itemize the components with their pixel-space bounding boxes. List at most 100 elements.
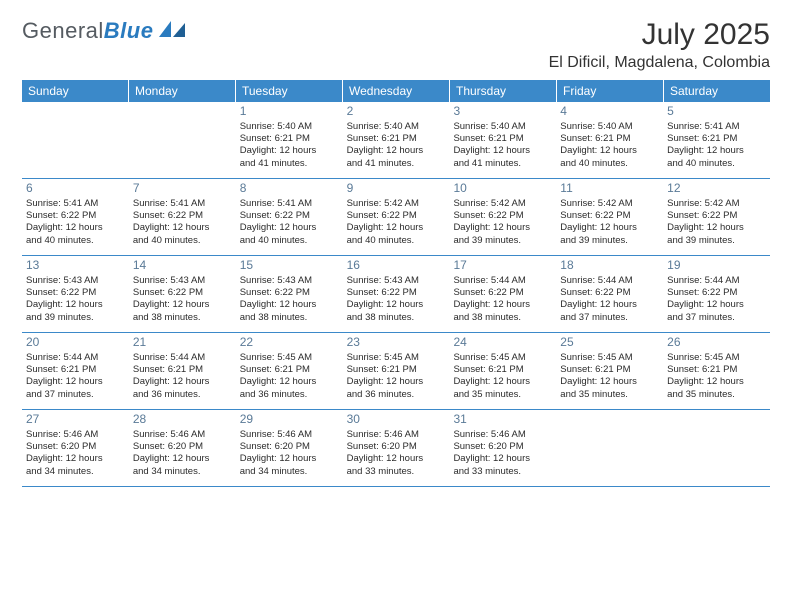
day-detail-line: and 40 minutes. <box>560 158 659 170</box>
day-detail-line: Daylight: 12 hours <box>667 145 766 157</box>
day-detail-line: Sunset: 6:21 PM <box>453 133 552 145</box>
day-detail-line: Daylight: 12 hours <box>347 453 446 465</box>
day-detail-line: and 36 minutes. <box>240 389 339 401</box>
day-detail-line: Daylight: 12 hours <box>347 299 446 311</box>
day-number: 25 <box>560 335 659 351</box>
weeks-container: 1Sunrise: 5:40 AMSunset: 6:21 PMDaylight… <box>22 102 770 487</box>
day-details: Sunrise: 5:44 AMSunset: 6:22 PMDaylight:… <box>453 275 552 324</box>
day-detail-line: and 38 minutes. <box>453 312 552 324</box>
day-detail-line: and 35 minutes. <box>667 389 766 401</box>
day-cell: 29Sunrise: 5:46 AMSunset: 6:20 PMDayligh… <box>236 410 343 486</box>
day-detail-line: Sunset: 6:21 PM <box>667 133 766 145</box>
day-detail-line: Sunset: 6:21 PM <box>667 364 766 376</box>
day-detail-line: Sunrise: 5:41 AM <box>133 198 232 210</box>
weekday-header-row: SundayMondayTuesdayWednesdayThursdayFrid… <box>22 80 770 102</box>
day-detail-line: Daylight: 12 hours <box>453 222 552 234</box>
day-detail-line: Daylight: 12 hours <box>240 222 339 234</box>
day-detail-line: and 34 minutes. <box>26 466 125 478</box>
day-cell <box>663 410 770 486</box>
day-detail-line: Sunset: 6:22 PM <box>240 210 339 222</box>
day-cell: 1Sunrise: 5:40 AMSunset: 6:21 PMDaylight… <box>236 102 343 178</box>
day-detail-line: Sunrise: 5:44 AM <box>667 275 766 287</box>
day-detail-line: and 34 minutes. <box>240 466 339 478</box>
day-detail-line: and 39 minutes. <box>453 235 552 247</box>
day-number: 31 <box>453 412 552 428</box>
day-detail-line: Sunset: 6:22 PM <box>347 287 446 299</box>
day-detail-line: Daylight: 12 hours <box>240 299 339 311</box>
day-detail-line: Sunrise: 5:43 AM <box>347 275 446 287</box>
day-detail-line: and 40 minutes. <box>347 235 446 247</box>
week-row: 1Sunrise: 5:40 AMSunset: 6:21 PMDaylight… <box>22 102 770 179</box>
day-detail-line: Sunset: 6:20 PM <box>240 441 339 453</box>
header: GeneralBlue July 2025 El Dificil, Magdal… <box>22 18 770 72</box>
day-cell: 12Sunrise: 5:42 AMSunset: 6:22 PMDayligh… <box>663 179 770 255</box>
day-details: Sunrise: 5:40 AMSunset: 6:21 PMDaylight:… <box>240 121 339 170</box>
day-details: Sunrise: 5:45 AMSunset: 6:21 PMDaylight:… <box>453 352 552 401</box>
day-number: 2 <box>347 104 446 120</box>
day-cell: 10Sunrise: 5:42 AMSunset: 6:22 PMDayligh… <box>449 179 556 255</box>
day-detail-line: Sunrise: 5:46 AM <box>26 429 125 441</box>
day-detail-line: Sunset: 6:21 PM <box>240 133 339 145</box>
day-cell: 15Sunrise: 5:43 AMSunset: 6:22 PMDayligh… <box>236 256 343 332</box>
day-detail-line: Sunrise: 5:46 AM <box>133 429 232 441</box>
weekday-header: Saturday <box>664 80 770 102</box>
day-cell: 21Sunrise: 5:44 AMSunset: 6:21 PMDayligh… <box>129 333 236 409</box>
day-number: 7 <box>133 181 232 197</box>
day-details: Sunrise: 5:44 AMSunset: 6:21 PMDaylight:… <box>26 352 125 401</box>
day-detail-line: Daylight: 12 hours <box>560 376 659 388</box>
day-cell: 18Sunrise: 5:44 AMSunset: 6:22 PMDayligh… <box>556 256 663 332</box>
day-detail-line: Sunset: 6:20 PM <box>26 441 125 453</box>
day-detail-line: Sunrise: 5:45 AM <box>347 352 446 364</box>
location-text: El Dificil, Magdalena, Colombia <box>549 54 770 72</box>
day-detail-line: Sunset: 6:21 PM <box>347 133 446 145</box>
day-cell <box>22 102 129 178</box>
day-detail-line: Sunrise: 5:44 AM <box>26 352 125 364</box>
day-number: 6 <box>26 181 125 197</box>
day-detail-line: Sunrise: 5:45 AM <box>560 352 659 364</box>
day-detail-line: Daylight: 12 hours <box>667 376 766 388</box>
day-number: 24 <box>453 335 552 351</box>
day-detail-line: Sunset: 6:21 PM <box>26 364 125 376</box>
day-detail-line: Sunset: 6:22 PM <box>667 287 766 299</box>
day-detail-line: Daylight: 12 hours <box>240 145 339 157</box>
weekday-header: Monday <box>129 80 236 102</box>
day-cell: 25Sunrise: 5:45 AMSunset: 6:21 PMDayligh… <box>556 333 663 409</box>
day-detail-line: Sunrise: 5:43 AM <box>240 275 339 287</box>
sail-icon <box>159 19 187 44</box>
day-detail-line: Daylight: 12 hours <box>347 376 446 388</box>
day-number: 3 <box>453 104 552 120</box>
weekday-header: Sunday <box>22 80 129 102</box>
day-detail-line: Daylight: 12 hours <box>453 453 552 465</box>
day-detail-line: and 34 minutes. <box>133 466 232 478</box>
day-number: 15 <box>240 258 339 274</box>
day-cell: 11Sunrise: 5:42 AMSunset: 6:22 PMDayligh… <box>556 179 663 255</box>
logo-part2: Blue <box>104 18 154 43</box>
day-detail-line: and 40 minutes. <box>26 235 125 247</box>
day-number: 18 <box>560 258 659 274</box>
day-detail-line: Daylight: 12 hours <box>26 299 125 311</box>
day-number: 11 <box>560 181 659 197</box>
day-detail-line: Sunrise: 5:42 AM <box>453 198 552 210</box>
day-cell: 24Sunrise: 5:45 AMSunset: 6:21 PMDayligh… <box>449 333 556 409</box>
day-cell: 5Sunrise: 5:41 AMSunset: 6:21 PMDaylight… <box>663 102 770 178</box>
day-number: 8 <box>240 181 339 197</box>
day-details: Sunrise: 5:42 AMSunset: 6:22 PMDaylight:… <box>347 198 446 247</box>
day-number: 20 <box>26 335 125 351</box>
day-number: 26 <box>667 335 766 351</box>
day-detail-line: Sunrise: 5:44 AM <box>453 275 552 287</box>
day-details: Sunrise: 5:43 AMSunset: 6:22 PMDaylight:… <box>347 275 446 324</box>
day-detail-line: Daylight: 12 hours <box>560 222 659 234</box>
day-detail-line: Sunrise: 5:41 AM <box>240 198 339 210</box>
day-detail-line: Daylight: 12 hours <box>26 222 125 234</box>
day-detail-line: and 41 minutes. <box>347 158 446 170</box>
day-details: Sunrise: 5:43 AMSunset: 6:22 PMDaylight:… <box>26 275 125 324</box>
day-cell: 20Sunrise: 5:44 AMSunset: 6:21 PMDayligh… <box>22 333 129 409</box>
day-detail-line: and 33 minutes. <box>347 466 446 478</box>
day-detail-line: Sunset: 6:22 PM <box>560 210 659 222</box>
day-number: 9 <box>347 181 446 197</box>
day-detail-line: Daylight: 12 hours <box>560 145 659 157</box>
day-number: 16 <box>347 258 446 274</box>
day-detail-line: Sunset: 6:21 PM <box>133 364 232 376</box>
day-cell: 7Sunrise: 5:41 AMSunset: 6:22 PMDaylight… <box>129 179 236 255</box>
day-cell: 28Sunrise: 5:46 AMSunset: 6:20 PMDayligh… <box>129 410 236 486</box>
